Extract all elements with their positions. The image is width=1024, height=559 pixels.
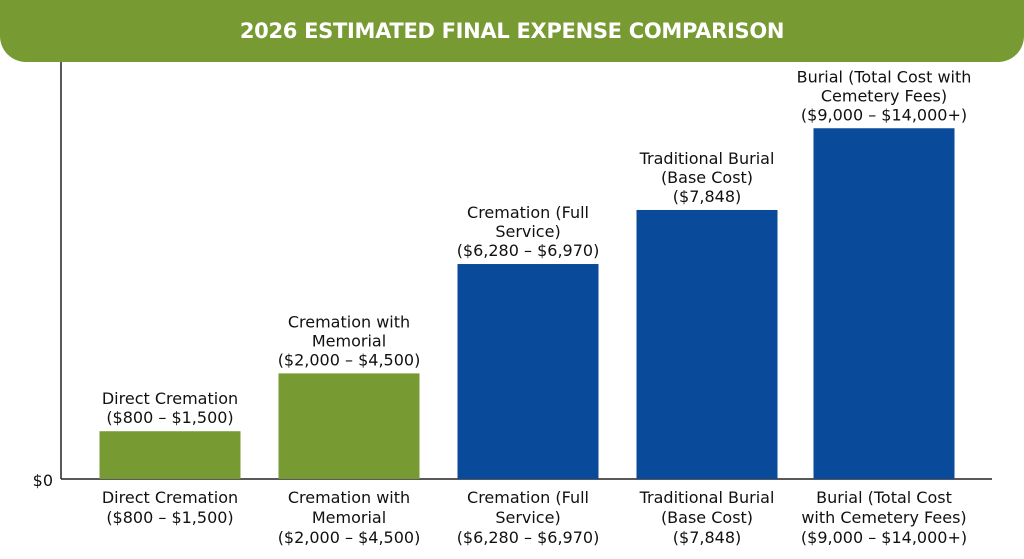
x-tick-label-group: Direct Cremation($800 – $1,500) Cremation… (102, 488, 967, 547)
x-tick-label-2-line-2: Memorial (312, 508, 386, 527)
chart-title: 2026 ESTIMATED FINAL EXPENSE COMPARISON (239, 19, 785, 43)
data-label-1-line-1: Direct Cremation (102, 389, 238, 408)
data-label-2-line-2: Memorial (312, 331, 386, 350)
data-label-2-line-1: Cremation with (288, 312, 410, 331)
data-label-2-line-3: ($2,000 – $4,500) (278, 350, 421, 369)
x-tick-label-4-line-2: (Base Cost) (661, 508, 753, 527)
x-tick-label-3-line-2: Service) (495, 508, 560, 527)
data-label-4-line-2: (Base Cost) (661, 168, 753, 187)
x-tick-label-2-line-3: ($2,000 – $4,500) (278, 528, 421, 547)
data-label-3-line-3: ($6,280 – $6,970) (457, 241, 600, 260)
data-label-3-line-1: Cremation (Full (467, 203, 589, 222)
x-tick-label-5-line-2: with Cemetery Fees) (801, 508, 966, 527)
bar-5 (813, 128, 955, 479)
x-tick-label-5-line-3: ($9,000 – $14,000+) (801, 528, 967, 547)
x-tick-label-3-line-3: ($6,280 – $6,970) (457, 528, 600, 547)
bar-4 (636, 209, 778, 479)
x-tick-label-1-line-2: ($800 – $1,500) (106, 508, 233, 527)
y-tick-label-zero: $0 (33, 471, 53, 490)
bar-2 (278, 373, 420, 479)
x-tick-label-4-line-1: Traditional Burial (639, 488, 775, 507)
data-label-group: Direct Cremation($800 – $1,500) Cremation… (102, 67, 972, 427)
x-tick-label-2-line-1: Cremation with (288, 488, 410, 507)
data-label-5-line-3: ($9,000 – $14,000+) (801, 105, 967, 124)
x-tick-label-4-line-3: ($7,848) (673, 528, 741, 547)
data-label-4-line-1: Traditional Burial (639, 149, 775, 168)
data-label-4-line-3: ($7,848) (673, 187, 741, 206)
title-banner: 2026 ESTIMATED FINAL EXPENSE COMPARISON (0, 0, 1024, 62)
data-label-5-line-1: Burial (Total Cost with (797, 67, 972, 86)
data-label-1-line-2: ($800 – $1,500) (106, 408, 233, 427)
data-label-3-line-2: Service) (495, 222, 560, 241)
x-tick-label-5-line-1: Burial (Total Cost (816, 488, 952, 507)
x-tick-label-1-line-1: Direct Cremation (102, 488, 238, 507)
bar-group (99, 128, 955, 479)
data-label-5-line-2: Cemetery Fees) (821, 86, 947, 105)
bar-1 (99, 431, 241, 479)
x-tick-label-3-line-1: Cremation (Full (467, 488, 589, 507)
bar-3 (457, 264, 599, 479)
